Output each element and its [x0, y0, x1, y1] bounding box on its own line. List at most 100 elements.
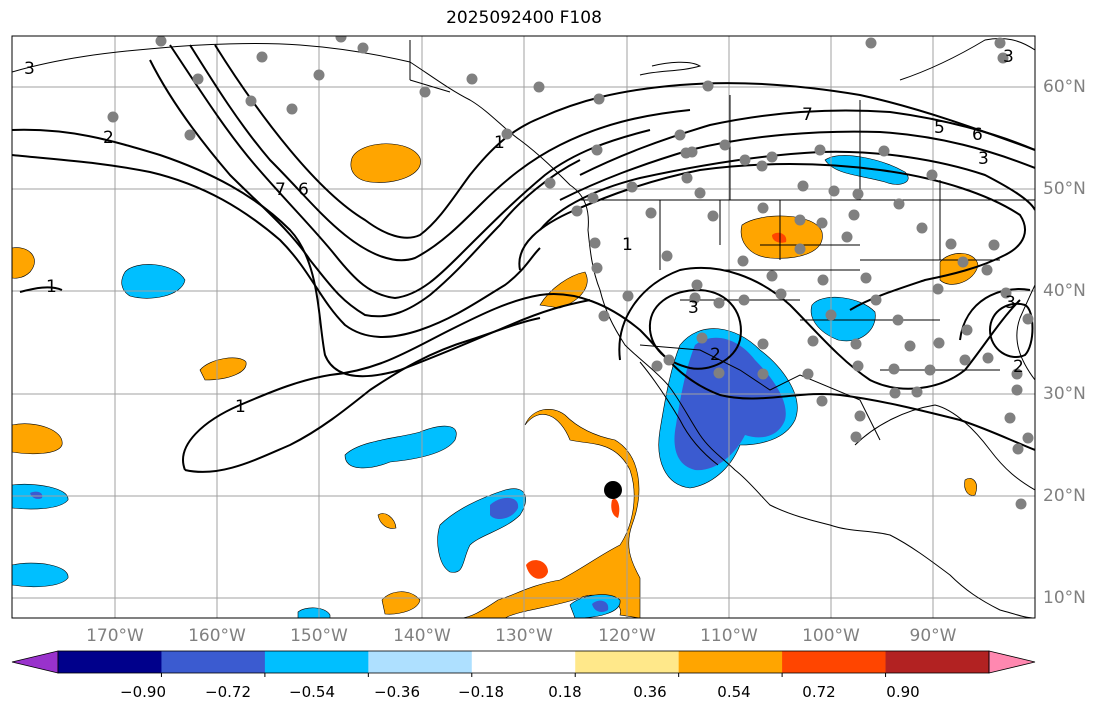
- anomaly-blob: [199, 357, 247, 381]
- colorbar-segment: [161, 651, 266, 673]
- station-dot: [1011, 368, 1023, 380]
- station-dot: [757, 368, 769, 380]
- station-dot: [860, 272, 872, 284]
- contour-line: [988, 302, 1034, 358]
- station-dot: [814, 144, 826, 156]
- station-dot: [802, 368, 814, 380]
- station-dot: [926, 169, 938, 181]
- station-dot: [756, 160, 768, 172]
- coastline: [854, 404, 1035, 491]
- colorbar-segment: [885, 651, 990, 673]
- station-dot: [1012, 443, 1024, 455]
- station-dot: [854, 410, 866, 422]
- station-dot: [957, 256, 969, 268]
- contour-label: 3: [978, 149, 989, 169]
- figure-title: 2025092400 F108: [446, 8, 602, 28]
- anomaly-blob: [964, 478, 977, 496]
- station-dot: [878, 145, 890, 157]
- station-dot: [797, 180, 809, 192]
- anomaly-blob: [810, 297, 876, 342]
- contour-label: 7: [802, 105, 813, 125]
- station-dot: [335, 36, 347, 43]
- station-dot: [622, 290, 634, 302]
- contour-label: 1: [494, 133, 505, 153]
- lon-label: 120°W: [598, 626, 656, 646]
- station-dot: [739, 154, 751, 166]
- station-dot: [245, 95, 257, 107]
- border: [409, 40, 1035, 441]
- station-dot: [691, 279, 703, 291]
- contour-line: [579, 109, 1035, 176]
- contour-line: [182, 293, 1035, 471]
- contour-label: 6: [298, 180, 309, 200]
- colorbar-outline: [57, 650, 990, 674]
- lon-label: 100°W: [802, 626, 860, 646]
- colorbar-tick: −0.18: [458, 683, 504, 701]
- anomaly-blob: [459, 408, 641, 618]
- shaded-anomalies: [12, 143, 979, 618]
- station-dot: [707, 210, 719, 222]
- colorbar-segment: [575, 651, 680, 673]
- colorbar-segment: [471, 651, 576, 673]
- contour-line: [559, 130, 1035, 201]
- station-dot: [757, 338, 769, 350]
- station-dot: [988, 239, 1000, 251]
- station-dot: [766, 151, 778, 163]
- station-dot: [689, 292, 701, 304]
- lon-label: 150°W: [290, 626, 348, 646]
- contour-line: [19, 286, 63, 293]
- colorbar-tick: −0.36: [374, 683, 420, 701]
- colorbar-extend-low: [11, 650, 59, 674]
- station-dot: [192, 73, 204, 85]
- contour-label: 3: [688, 298, 699, 318]
- lon-label: 140°W: [393, 626, 451, 646]
- anomaly-blob: [12, 423, 63, 455]
- contour-label: 7: [275, 180, 286, 200]
- station-dot: [850, 338, 862, 350]
- lon-label: 90°W: [909, 626, 957, 646]
- anomaly-blob: [121, 264, 186, 299]
- station-dot: [997, 52, 1009, 64]
- station-dot: [916, 222, 928, 234]
- station-dot: [1004, 412, 1016, 424]
- contour-line: [12, 154, 541, 338]
- coastline: [639, 361, 719, 466]
- station-dot: [794, 243, 806, 255]
- contour-labels: 3 2 7 6 1 2 3 1 2 3 5 6 3 7 1 3 1: [24, 47, 1024, 417]
- station-dot: [591, 144, 603, 156]
- coastline: [12, 43, 1035, 618]
- contour-label: 1: [622, 235, 633, 255]
- colorbar-segment: [264, 651, 369, 673]
- colorbar-extend-high: [988, 650, 1036, 674]
- station-dot: [766, 270, 778, 282]
- contour-line: [12, 128, 591, 378]
- station-dot: [841, 231, 853, 243]
- station-dot: [589, 237, 601, 249]
- anomaly-blob: [377, 513, 397, 529]
- contour-label: 6: [972, 125, 983, 145]
- station-dot: [828, 185, 840, 197]
- anomaly-blob: [30, 491, 43, 499]
- anomaly-blob: [526, 560, 548, 579]
- station-dot: [852, 360, 864, 372]
- contour-label: 3: [1003, 47, 1014, 67]
- anomaly-blob: [939, 253, 979, 285]
- station-dot: [466, 73, 478, 85]
- station-dot: [544, 177, 556, 189]
- station-dot: [945, 238, 957, 250]
- location-marker: [604, 481, 622, 499]
- station-dot: [848, 209, 860, 221]
- colorbar-segment: [782, 651, 887, 673]
- colorbar-tick: −0.54: [289, 683, 335, 701]
- colorbar-tick: 0.90: [886, 683, 920, 701]
- station-dot: [694, 187, 706, 199]
- colorbar-tick: 0.18: [548, 683, 582, 701]
- station-dot: [1011, 384, 1023, 396]
- station-dot: [107, 111, 119, 123]
- map-frame: [11, 35, 1036, 619]
- station-dot: [738, 294, 750, 306]
- station-dot: [357, 42, 369, 54]
- station-dot: [719, 139, 731, 151]
